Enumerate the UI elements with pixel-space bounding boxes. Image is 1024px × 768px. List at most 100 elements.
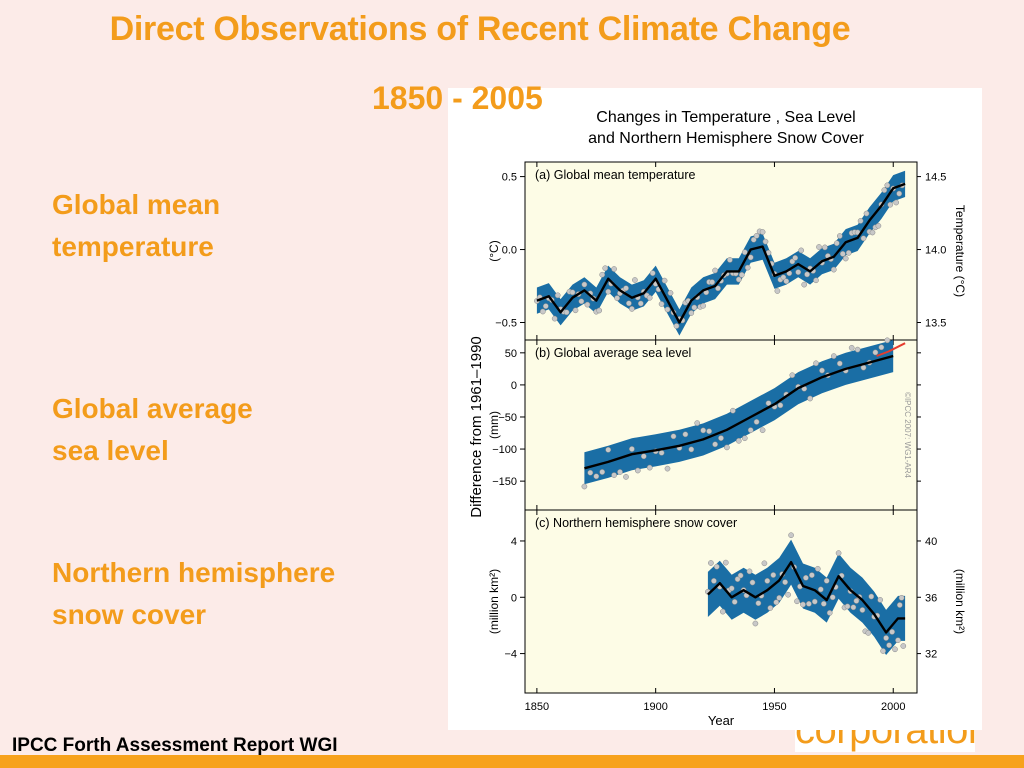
observation-point	[830, 266, 837, 273]
observation-point	[835, 550, 842, 556]
satellite-series-line	[876, 342, 906, 357]
y-tick-label: 0.0	[502, 245, 517, 257]
observation-point	[792, 255, 799, 261]
right-tick-label: 13.5	[925, 317, 946, 329]
observation-point	[747, 427, 754, 433]
y-tick-label: −150	[492, 476, 517, 488]
observation-point	[900, 643, 907, 649]
slide-title: Direct Observations of Recent Climate Ch…	[109, 10, 851, 48]
climate-figure: Changes in Temperature , Sea Level and No…	[448, 88, 982, 730]
observation-point	[602, 265, 609, 272]
observation-point	[599, 271, 606, 278]
observation-point	[661, 277, 668, 284]
y-tick-label: 4	[511, 536, 517, 548]
observation-point	[759, 229, 766, 235]
observation-point	[896, 602, 903, 608]
y-tick-label: 0	[511, 592, 517, 604]
observation-point	[649, 270, 656, 276]
observation-point	[747, 254, 754, 261]
observation-point	[578, 298, 585, 305]
observation-point	[762, 238, 769, 245]
panel-frame	[524, 161, 918, 341]
observation-point	[767, 605, 774, 611]
observation-point	[884, 182, 891, 189]
observation-point	[670, 433, 677, 440]
observation-point	[893, 199, 900, 206]
observation-point	[806, 600, 812, 607]
observation-point	[637, 300, 644, 307]
panel-y-label: (million km²)	[487, 569, 501, 634]
observation-point	[711, 578, 717, 584]
observation-point	[803, 574, 809, 581]
observation-point	[809, 572, 815, 578]
observation-point	[735, 276, 742, 283]
observation-point	[850, 604, 857, 611]
panel-title: (c) Northern hemisphere snow cover	[535, 516, 737, 530]
observation-point	[664, 306, 671, 313]
observation-point	[746, 568, 753, 575]
observation-point	[898, 594, 905, 601]
observation-point	[709, 279, 715, 285]
observation-point	[881, 187, 888, 193]
observation-point	[863, 210, 870, 217]
observation-point	[611, 266, 617, 272]
uncertainty-band	[536, 170, 906, 336]
observation-point	[581, 483, 588, 490]
smoothed-series-line	[707, 560, 906, 634]
observation-point	[836, 233, 843, 239]
observation-point	[875, 222, 882, 229]
observation-point	[749, 579, 756, 586]
observation-point	[880, 648, 886, 654]
observation-point	[731, 599, 738, 605]
observation-point	[872, 349, 879, 356]
observation-point	[626, 300, 632, 307]
observation-point	[839, 251, 846, 257]
smoothed-series-line	[536, 182, 906, 324]
observation-point	[883, 635, 889, 641]
observation-point	[694, 420, 701, 426]
observation-point	[764, 578, 771, 584]
observation-point	[859, 607, 866, 613]
observation-point	[826, 610, 833, 616]
chart-title-line: and Northern Hemisphere Snow Cover	[588, 130, 864, 147]
observation-point	[718, 435, 724, 441]
observation-point	[569, 289, 576, 296]
observation-point	[722, 559, 729, 566]
observation-point	[836, 360, 843, 367]
observation-point	[735, 437, 742, 444]
y-tick-label: −0.5	[495, 317, 517, 329]
chart-title-line: Changes in Temperature , Sea Level	[596, 109, 855, 126]
observation-point	[605, 446, 612, 453]
observation-point	[691, 304, 698, 311]
climate-chart: Changes in Temperature , Sea Level and No…	[468, 109, 967, 728]
observation-point	[777, 402, 784, 409]
observation-point	[593, 473, 600, 480]
x-tick-label: 1900	[643, 701, 667, 713]
observation-point	[804, 271, 810, 278]
observation-point	[596, 307, 603, 314]
observation-point	[700, 427, 707, 434]
x-tick-label: 1850	[525, 701, 549, 713]
observation-point	[868, 593, 875, 600]
y-tick-label: 0	[511, 380, 517, 392]
observation-point	[774, 288, 781, 294]
y-tick-label: 0.5	[502, 172, 517, 184]
observation-point	[688, 310, 695, 316]
observation-point	[814, 565, 821, 572]
label-temperature: Global mean temperature	[52, 189, 221, 262]
observation-point	[667, 290, 674, 296]
observation-point	[734, 576, 741, 582]
observation-point	[646, 464, 653, 471]
observation-point	[886, 642, 892, 649]
observation-point	[816, 244, 822, 250]
panel-y-label: (°C)	[487, 240, 501, 261]
observation-point	[782, 579, 788, 585]
observation-point	[611, 472, 617, 478]
observation-point	[752, 620, 759, 627]
observation-point	[788, 532, 794, 539]
observation-point	[730, 407, 736, 414]
observation-point	[712, 267, 718, 274]
observation-point	[599, 469, 606, 475]
observation-point	[887, 201, 894, 208]
panel-y-label: (mm)	[487, 411, 501, 439]
